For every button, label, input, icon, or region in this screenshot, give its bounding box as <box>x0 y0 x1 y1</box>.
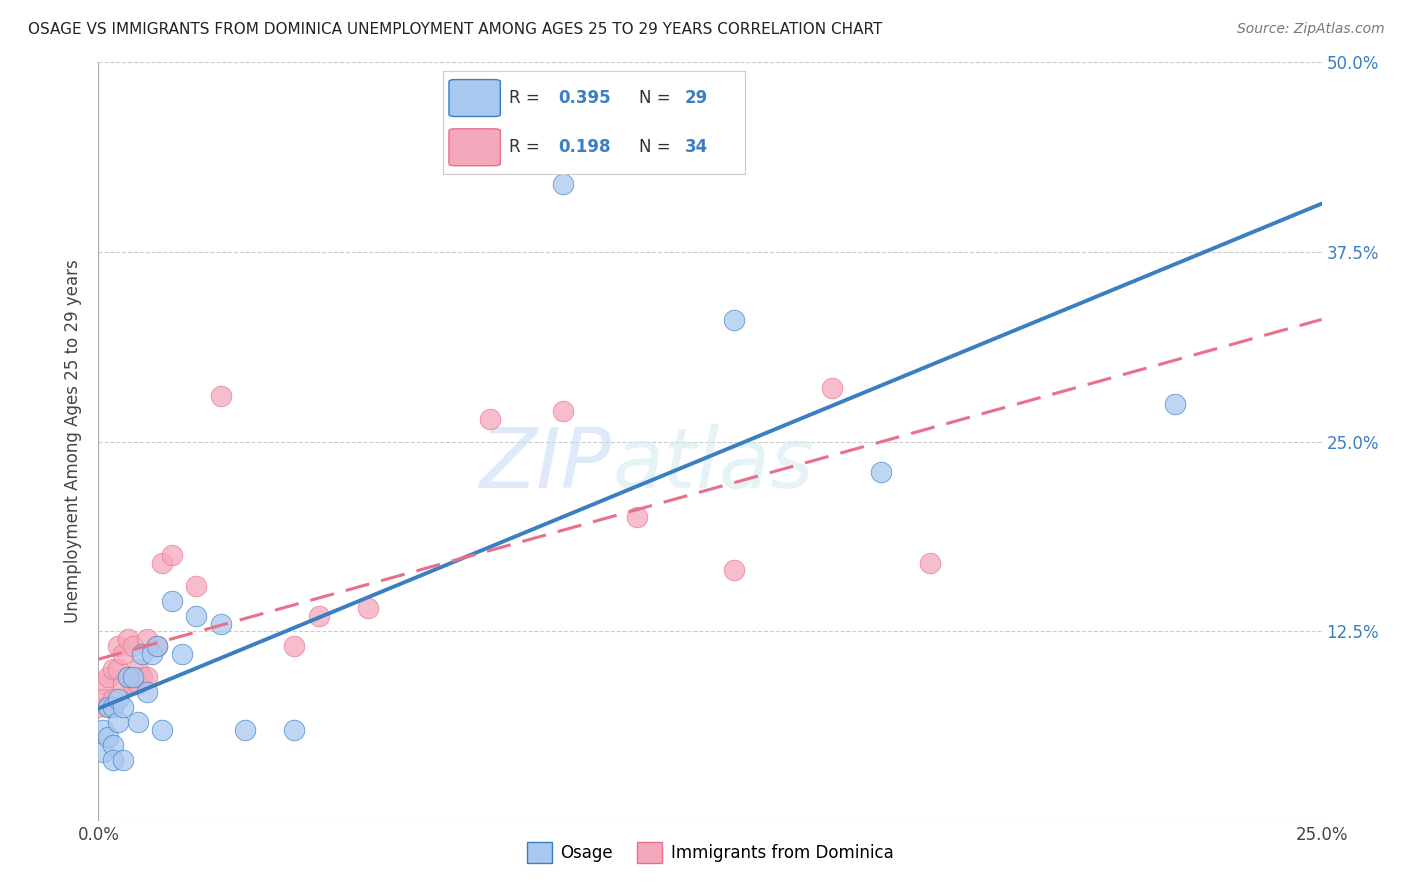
FancyBboxPatch shape <box>449 79 501 117</box>
Text: Source: ZipAtlas.com: Source: ZipAtlas.com <box>1237 22 1385 37</box>
Point <box>111 677 134 691</box>
Point <box>723 564 745 578</box>
Point <box>97 730 120 744</box>
Point <box>121 669 143 683</box>
Point <box>209 389 232 403</box>
Point <box>111 647 134 661</box>
Point <box>146 639 169 653</box>
Point <box>101 692 124 706</box>
Point <box>97 699 120 714</box>
Point <box>186 579 208 593</box>
Point <box>107 662 129 676</box>
Text: ZIP: ZIP <box>481 424 612 505</box>
Point <box>91 677 114 691</box>
Text: R =: R = <box>509 89 546 107</box>
Point <box>91 723 114 737</box>
Text: atlas: atlas <box>612 424 814 505</box>
Point <box>131 669 153 683</box>
Text: 0.395: 0.395 <box>558 89 610 107</box>
Point <box>870 465 893 479</box>
Point <box>283 639 305 653</box>
Point <box>101 699 124 714</box>
Point <box>101 753 124 767</box>
Point <box>308 608 330 623</box>
Point <box>111 699 134 714</box>
Point <box>136 669 159 683</box>
Point <box>87 699 110 714</box>
Point <box>626 510 648 524</box>
Point <box>160 594 183 608</box>
Legend: Osage, Immigrants from Dominica: Osage, Immigrants from Dominica <box>520 836 900 869</box>
Point <box>1164 396 1187 410</box>
Point <box>107 715 129 730</box>
Point <box>146 639 169 653</box>
Point <box>127 662 149 676</box>
Point <box>186 608 208 623</box>
Point <box>101 662 124 676</box>
Point <box>553 404 575 418</box>
Point <box>91 692 114 706</box>
Point <box>160 548 183 563</box>
Text: R =: R = <box>509 138 546 156</box>
Text: 29: 29 <box>685 89 709 107</box>
Text: N =: N = <box>640 138 676 156</box>
Point <box>127 677 149 691</box>
Point <box>117 632 139 646</box>
Point <box>136 685 159 699</box>
Point <box>136 632 159 646</box>
Point <box>97 699 120 714</box>
Point <box>920 556 942 570</box>
Point <box>121 639 143 653</box>
Point <box>150 723 173 737</box>
Point <box>111 753 134 767</box>
Point <box>117 669 139 683</box>
Point <box>97 669 120 683</box>
Point <box>356 601 378 615</box>
Point <box>121 677 143 691</box>
Point <box>478 412 501 426</box>
Point <box>821 382 844 396</box>
Y-axis label: Unemployment Among Ages 25 to 29 years: Unemployment Among Ages 25 to 29 years <box>65 260 83 624</box>
Point <box>553 177 575 191</box>
FancyBboxPatch shape <box>449 128 501 166</box>
Point <box>209 616 232 631</box>
Point <box>107 639 129 653</box>
Point <box>131 647 153 661</box>
Point <box>117 669 139 683</box>
Text: OSAGE VS IMMIGRANTS FROM DOMINICA UNEMPLOYMENT AMONG AGES 25 TO 29 YEARS CORRELA: OSAGE VS IMMIGRANTS FROM DOMINICA UNEMPL… <box>28 22 883 37</box>
Text: N =: N = <box>640 89 676 107</box>
Point <box>170 647 193 661</box>
Point <box>127 715 149 730</box>
Point <box>107 692 129 706</box>
Point <box>91 746 114 760</box>
Text: 0.198: 0.198 <box>558 138 610 156</box>
Point <box>150 556 173 570</box>
Point <box>233 723 256 737</box>
Text: 34: 34 <box>685 138 709 156</box>
Point <box>101 738 124 752</box>
Point <box>283 723 305 737</box>
Point <box>141 647 163 661</box>
Point <box>723 313 745 327</box>
